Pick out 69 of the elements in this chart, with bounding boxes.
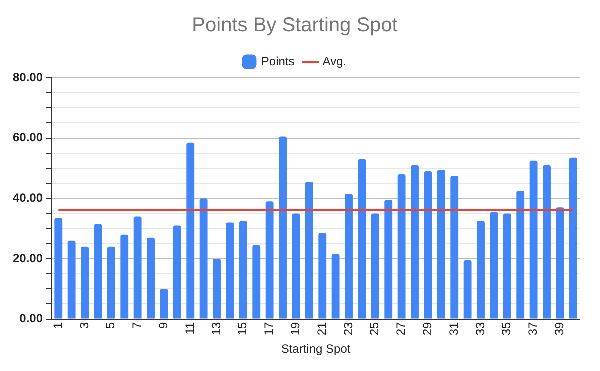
chart-title: Points By Starting Spot xyxy=(192,14,398,37)
bar xyxy=(200,198,208,319)
x-tick-label: 17 xyxy=(262,322,276,336)
x-tick-label: 39 xyxy=(552,322,567,336)
y-tick-label: 0.00 xyxy=(20,312,44,326)
x-tick-label: 23 xyxy=(341,322,356,336)
bar xyxy=(68,240,76,319)
x-axis-title: Starting Spot xyxy=(281,342,352,356)
x-tick-label: 13 xyxy=(209,322,224,336)
x-tick-label: 31 xyxy=(446,322,461,336)
x-tick-label: 9 xyxy=(156,322,171,329)
x-tick-label: 27 xyxy=(394,322,408,336)
bar xyxy=(345,194,353,319)
x-tick-label: 21 xyxy=(314,322,329,336)
bar xyxy=(173,226,182,319)
bar xyxy=(305,182,314,319)
x-tick-label: 11 xyxy=(182,322,197,335)
bar xyxy=(411,165,419,319)
bar xyxy=(239,221,248,319)
bar xyxy=(503,214,512,319)
bar xyxy=(252,245,261,319)
y-tick-label: 40.00 xyxy=(13,190,44,205)
legend-label: Points xyxy=(261,54,295,68)
bar xyxy=(81,246,89,319)
x-tick-label: 29 xyxy=(420,322,435,336)
bar xyxy=(556,208,564,319)
bar xyxy=(490,212,498,319)
bar xyxy=(516,191,525,319)
bar xyxy=(530,160,538,319)
y-tick-label: 60.00 xyxy=(13,130,44,145)
bar xyxy=(54,218,63,319)
bar xyxy=(120,234,129,319)
x-tick-label: 15 xyxy=(236,322,250,336)
bar xyxy=(450,176,459,319)
x-tick-label: 7 xyxy=(130,322,144,329)
x-tick-label: 5 xyxy=(104,322,118,329)
y-tick-label: 80.00 xyxy=(13,70,44,84)
bar xyxy=(424,171,432,319)
bar xyxy=(569,158,578,319)
bar xyxy=(543,165,551,319)
bar xyxy=(477,221,485,319)
x-tick-label: 3 xyxy=(77,322,92,329)
bar xyxy=(186,142,195,319)
bar xyxy=(318,233,327,319)
bar xyxy=(160,289,168,319)
bar xyxy=(213,258,221,319)
bar xyxy=(266,202,274,319)
x-tick-label: 25 xyxy=(368,322,382,336)
bar xyxy=(384,200,393,319)
bar xyxy=(358,159,366,319)
bar xyxy=(107,246,116,319)
bar xyxy=(464,260,472,319)
bar xyxy=(94,224,102,319)
x-tick-label: 1 xyxy=(50,322,65,329)
bar xyxy=(437,170,446,319)
x-tick-label: 19 xyxy=(288,322,303,336)
bar xyxy=(134,216,142,319)
bar xyxy=(332,254,340,319)
bar xyxy=(279,136,287,319)
bar xyxy=(292,214,300,319)
bar xyxy=(226,222,234,319)
y-tick-label: 20.00 xyxy=(13,251,44,266)
bar xyxy=(398,174,406,319)
legend-label: Avg. xyxy=(322,54,347,68)
x-tick-label: 35 xyxy=(500,322,514,336)
bar xyxy=(147,238,155,319)
bar xyxy=(371,214,380,319)
x-tick-label: 33 xyxy=(473,322,488,336)
x-tick-label: 37 xyxy=(526,322,540,336)
